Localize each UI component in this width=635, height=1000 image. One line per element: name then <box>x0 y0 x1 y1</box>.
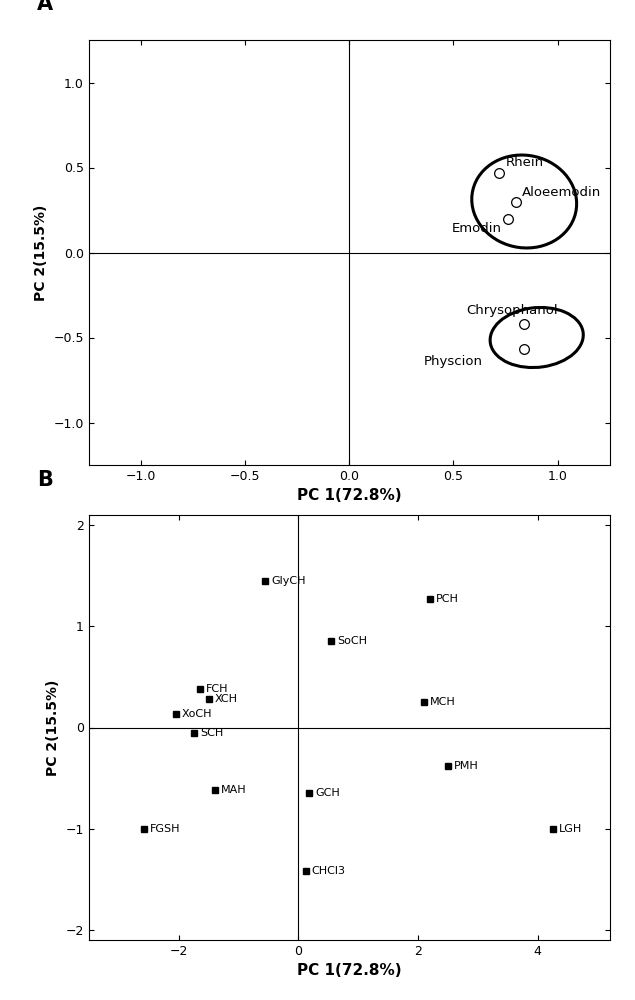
Text: PCH: PCH <box>436 594 459 604</box>
Text: XCH: XCH <box>215 694 238 704</box>
Y-axis label: PC 2(15.5%): PC 2(15.5%) <box>34 204 48 301</box>
Text: SCH: SCH <box>200 728 223 738</box>
Text: XoCH: XoCH <box>182 709 213 719</box>
Text: Emodin: Emodin <box>451 222 501 235</box>
Text: MAH: MAH <box>221 785 246 795</box>
Text: A: A <box>37 0 53 14</box>
Text: Aloeemodin: Aloeemodin <box>522 186 601 200</box>
Text: B: B <box>37 470 53 489</box>
Y-axis label: PC 2(15.5%): PC 2(15.5%) <box>46 679 60 776</box>
Text: LGH: LGH <box>559 824 582 834</box>
Text: GCH: GCH <box>316 788 340 798</box>
X-axis label: PC 1(72.8%): PC 1(72.8%) <box>297 488 401 503</box>
Text: GlyCH: GlyCH <box>272 576 306 586</box>
Text: FCH: FCH <box>206 684 229 694</box>
Text: SoCH: SoCH <box>338 636 368 646</box>
Text: PMH: PMH <box>454 761 479 771</box>
Text: FGSH: FGSH <box>150 824 181 834</box>
Text: MCH: MCH <box>431 697 456 707</box>
Text: Chrysophanol: Chrysophanol <box>466 304 558 317</box>
X-axis label: PC 1(72.8%): PC 1(72.8%) <box>297 963 401 978</box>
Text: Physcion: Physcion <box>424 355 483 368</box>
Text: Rhein: Rhein <box>505 156 544 169</box>
Text: CHCl3: CHCl3 <box>312 866 346 876</box>
